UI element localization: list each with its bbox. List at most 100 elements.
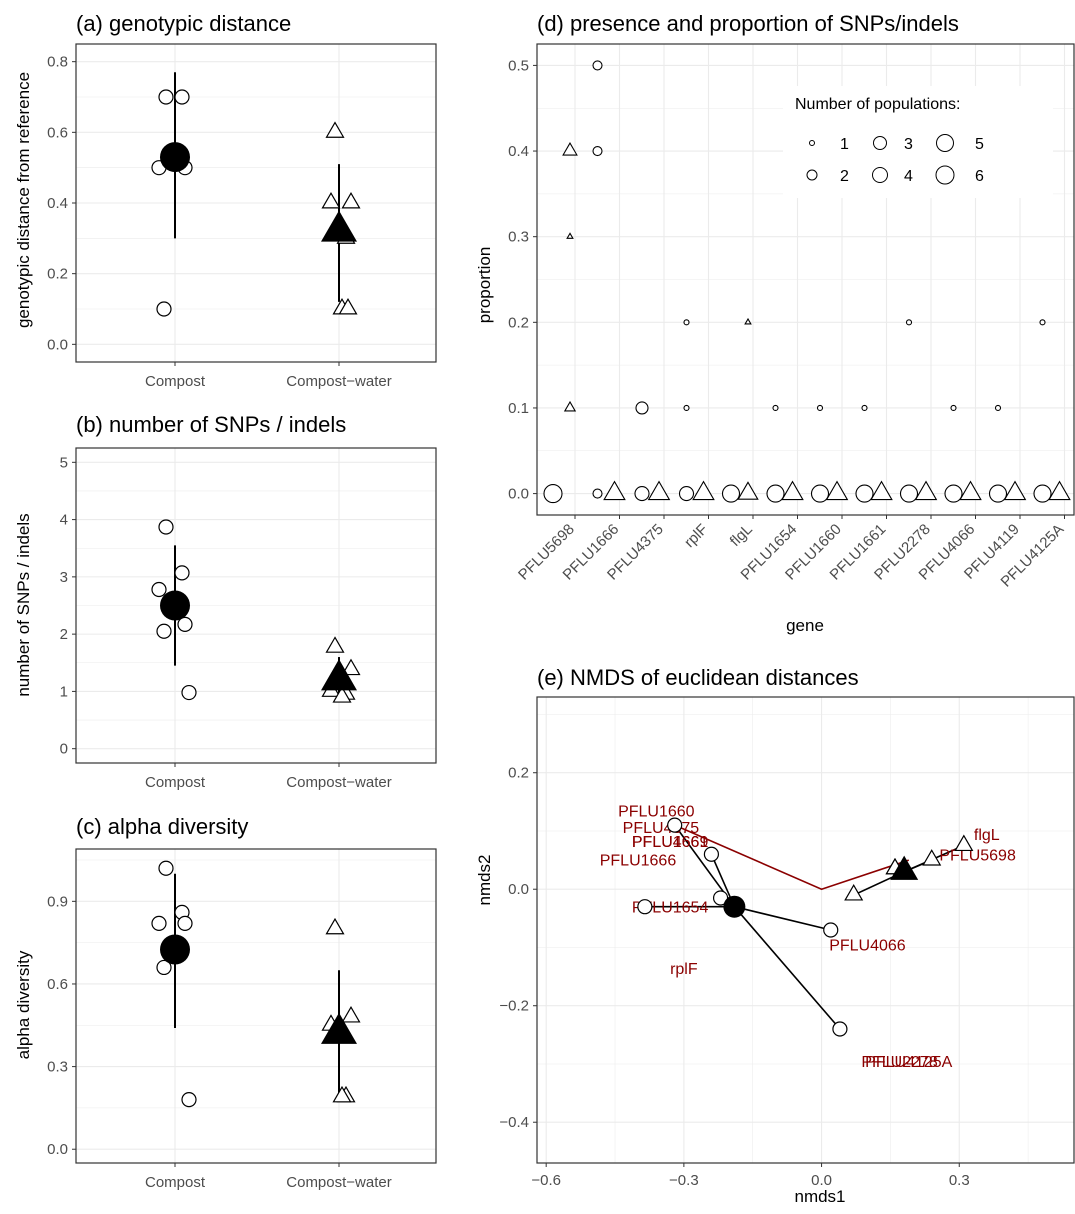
panel-d-point-compost-water <box>603 480 626 501</box>
panel-d-point-compost <box>721 484 741 503</box>
panel-d-point-compost <box>635 401 649 415</box>
panel-e-gene-label: PFLU5698 <box>939 847 1016 864</box>
legend-background <box>783 86 1053 198</box>
panel-b-point <box>158 519 174 535</box>
panel-c-border <box>75 848 437 1164</box>
panel-d-point-compost <box>988 484 1008 503</box>
panel-a-point <box>321 191 341 209</box>
panel-e-compost-centroid <box>723 895 746 918</box>
panel-c-point <box>341 1005 361 1023</box>
panel-e-gene-label: PFLU4661 <box>632 834 709 851</box>
panel-b-xtick-label: Compost−water <box>286 774 391 791</box>
panel-e-xtick-label: 0.3 <box>949 1172 970 1189</box>
grid-layer <box>76 44 1074 1163</box>
panel-b-point <box>325 636 345 653</box>
panel-e-vector-line <box>674 824 910 891</box>
panel-d-point-compost-water <box>825 480 849 501</box>
panel-a-title: (a) genotypic distance <box>76 11 291 36</box>
panel-d-point-compost-water <box>744 317 752 325</box>
panel-c-point <box>177 915 193 931</box>
panel-e-water-point <box>954 834 974 852</box>
panel-e-border <box>536 696 1075 1164</box>
panel-a-xtick-label: Compost <box>145 373 206 390</box>
panel-a-point <box>341 191 361 209</box>
legend-label-3: 3 <box>904 136 913 153</box>
panel-d-point-compost-water <box>562 141 578 156</box>
panel-d-point-compost <box>816 404 824 412</box>
panel-a-xtick-label: Compost−water <box>286 373 391 390</box>
legend-label-2: 2 <box>840 168 849 185</box>
panel-b-point <box>181 684 197 701</box>
panel-b-point <box>174 565 190 581</box>
panel-e-xtick-label: −0.6 <box>531 1172 561 1189</box>
panel-c-ytick-label: 0.0 <box>47 1141 68 1158</box>
panel-b-mean-point <box>160 590 190 621</box>
panel-e-water-point <box>844 884 864 901</box>
panel-a-ytick-label: 0.0 <box>47 336 68 353</box>
panel-d-point-compost <box>810 484 830 503</box>
legend-label-5: 5 <box>975 136 984 153</box>
panel-e-compost-point <box>832 1021 848 1037</box>
panel-d-point-compost <box>772 404 779 412</box>
size-legend: Number of populations: 1 2 3 4 5 6 <box>783 86 1053 198</box>
panel-d-point-compost <box>634 486 650 502</box>
legend-key-2 <box>806 169 818 181</box>
panel-e-water-centroid <box>890 855 919 880</box>
legend-key-5 <box>936 134 954 152</box>
panel-d-point-compost-water <box>1048 480 1071 501</box>
panel-d-xtick-label: rplF <box>681 521 711 551</box>
panel-d-ytick-label: 0.0 <box>508 486 529 503</box>
panel-b-point <box>151 581 167 598</box>
panel-e-compost-spoke <box>734 905 831 931</box>
panel-d-point-compost-water <box>692 480 715 501</box>
panel-e-compost-point <box>667 817 683 833</box>
panel-d-point-compost <box>678 486 695 502</box>
panel-d-point-compost-water <box>647 480 671 501</box>
panel-d-point-compost <box>766 484 785 503</box>
panel-c-ytick-label: 0.3 <box>47 1059 68 1076</box>
panel-e-xlabel: nmds1 <box>794 1187 845 1206</box>
panel-b-point <box>156 623 172 639</box>
legend-label-1: 1 <box>840 136 849 153</box>
panel-d-ytick-label: 0.1 <box>508 400 529 417</box>
panel-a-ytick-label: 0.2 <box>47 266 68 283</box>
panel-e-ytick-label: −0.2 <box>499 998 529 1015</box>
legend-key-3 <box>873 136 887 150</box>
panel-e-compost-point <box>703 846 720 862</box>
panel-b-point <box>332 686 352 703</box>
panel-b-ytick-label: 5 <box>60 454 68 471</box>
panel-d-title: (d) presence and proportion of SNPs/inde… <box>537 11 959 36</box>
panel-e-xtick-label: −0.3 <box>669 1172 699 1189</box>
panel-c-point <box>156 959 172 976</box>
panel-c-xtick-label: Compost−water <box>286 1174 391 1191</box>
panel-a-mean-point <box>321 210 357 242</box>
panel-b-point <box>177 616 193 633</box>
panel-b-ytick-label: 2 <box>60 626 68 643</box>
legend-key-1 <box>809 140 815 146</box>
panel-d-ytick-label: 0.4 <box>508 143 529 160</box>
panel-e-ylabel: nmds2 <box>475 854 494 905</box>
panel-e-compost-point <box>637 899 653 915</box>
panel-e-compost-spoke <box>733 906 841 1030</box>
panel-e-xtick-label: 0.0 <box>811 1172 832 1189</box>
panel-d-point-compost <box>683 404 690 412</box>
panel-d-point-compost <box>994 404 1002 412</box>
panel-e-ytick-label: −0.4 <box>499 1114 529 1131</box>
panel-c-ytick-label: 0.6 <box>47 976 68 993</box>
panel-d-ytick-label: 0.5 <box>508 57 529 74</box>
panel-d-point-compost <box>861 404 868 412</box>
panel-d-ylabel: proportion <box>475 247 494 324</box>
legend-key-4 <box>872 167 888 183</box>
panel-a-point <box>174 89 190 105</box>
panel-d-point-compost <box>592 488 603 499</box>
panel-e-gene-label: flgL <box>974 827 1000 844</box>
panel-a-ytick-label: 0.8 <box>47 54 68 71</box>
panel-b-point <box>341 658 361 676</box>
panel-d-point-compost-water <box>737 481 759 500</box>
panel-e-compost-point <box>823 922 839 938</box>
panel-d-point-compost <box>899 484 919 503</box>
legend-key-6 <box>935 165 955 185</box>
panel-d-xtick-label: flgL <box>727 521 756 550</box>
panel-a-point <box>158 89 174 105</box>
